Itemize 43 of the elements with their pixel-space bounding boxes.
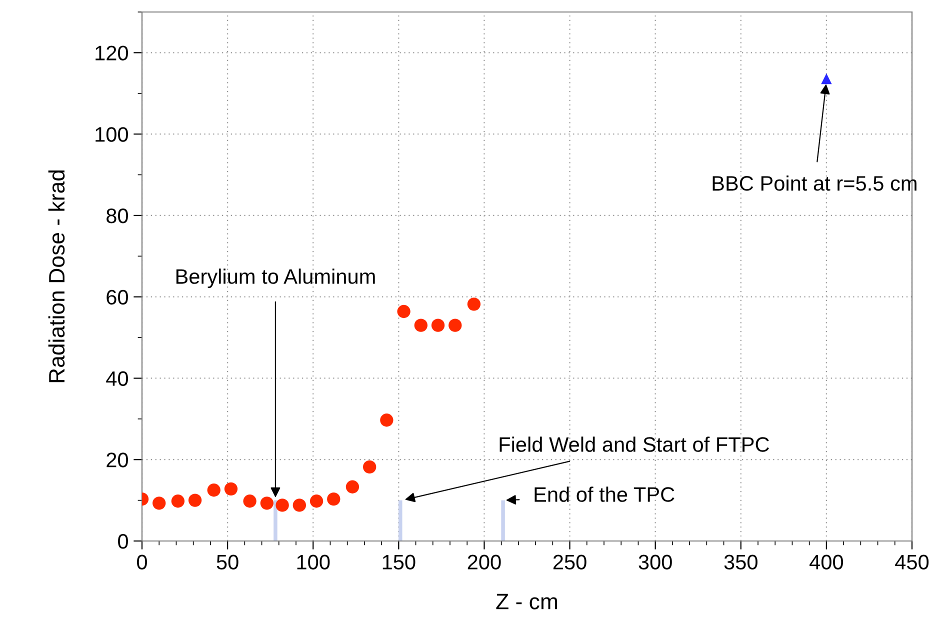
point [276, 498, 289, 512]
annotation: Field Weld and Start of FTPC [500, 436, 770, 452]
point [362, 460, 376, 474]
y-tick-label: 100 [96, 127, 128, 142]
x-tick-label: 50 [216, 554, 238, 570]
point [292, 498, 306, 512]
point [152, 496, 166, 510]
point [188, 494, 202, 507]
point [346, 480, 360, 494]
point [171, 494, 185, 508]
point [380, 414, 394, 427]
x-tick-label: 100 [297, 554, 330, 570]
x-tick-label: 300 [638, 554, 672, 570]
y-tick-label: 120 [96, 46, 128, 60]
y-axis-title: Radiation Dose - krad [48, 170, 65, 382]
point [207, 484, 220, 497]
point [243, 494, 256, 508]
y-tick-label: 40 [106, 371, 128, 386]
point [467, 298, 481, 311]
point [414, 318, 428, 332]
y-tick-label: 60 [106, 290, 128, 305]
x-tick-label: 350 [724, 554, 758, 570]
point [260, 496, 274, 510]
x-axis-title: Z - cm [496, 594, 558, 610]
point [310, 494, 324, 508]
point [431, 318, 445, 332]
x-tick-label: 0 [137, 554, 147, 570]
x-tick-label: 200 [468, 554, 501, 570]
annotation: BBC Point at r=5.5 cm [712, 175, 916, 191]
point [448, 318, 462, 332]
point [224, 482, 238, 496]
x-tick-label: 400 [810, 554, 844, 570]
point [327, 492, 340, 506]
x-tick-label: 250 [553, 554, 586, 570]
x-tick-label: 450 [895, 554, 929, 570]
x-tick-label: 150 [382, 554, 416, 570]
y-tick-label: 80 [106, 208, 128, 224]
annotation: Berylium to Aluminum [176, 268, 375, 288]
y-tick-label: 20 [106, 452, 128, 468]
y-tick-label: 0 [118, 534, 128, 549]
point [397, 304, 410, 318]
point [821, 73, 832, 84]
annotation: End of the TPC [534, 486, 674, 502]
